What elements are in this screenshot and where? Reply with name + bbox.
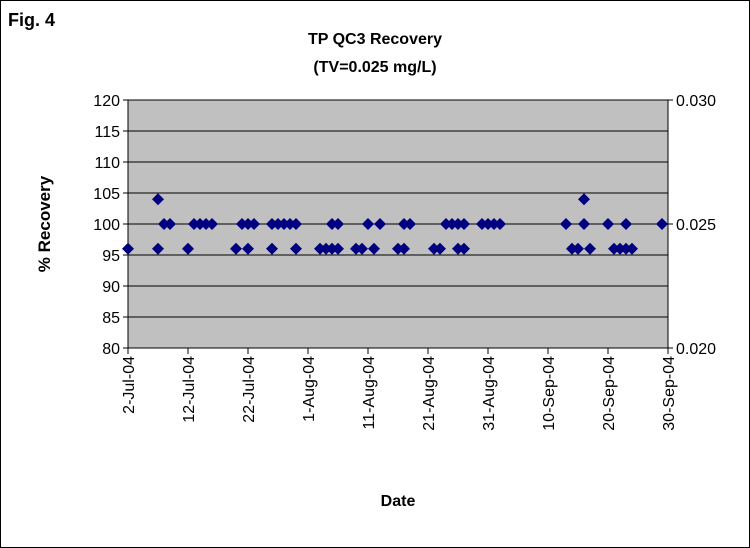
x-tick-label: 10-Sep-04 — [541, 356, 558, 431]
data-point — [182, 242, 194, 255]
data-point — [578, 193, 590, 206]
y-tick-label: 110 — [94, 155, 120, 172]
data-point — [620, 218, 632, 230]
y2-tick-label: 0.030 — [676, 93, 716, 110]
chart-subtitle: (TV=0.025 mg/L) — [313, 59, 436, 76]
data-point — [332, 218, 344, 230]
data-point — [332, 242, 344, 255]
y-tick-label: 115 — [94, 124, 120, 141]
data-point — [152, 193, 164, 206]
data-point — [458, 218, 470, 230]
y-tick-label: 120 — [93, 93, 120, 110]
data-point — [560, 218, 572, 230]
data-point — [266, 242, 278, 255]
y2-tick-label: 0.020 — [676, 341, 716, 358]
data-point — [230, 242, 242, 255]
data-point — [152, 242, 164, 255]
y-tick-label: 90 — [102, 279, 120, 296]
x-tick-label: 11-Aug-04 — [361, 356, 378, 430]
chart-title: TP QC3 Recovery — [308, 31, 442, 48]
data-point — [164, 218, 176, 230]
data-point — [122, 242, 134, 255]
x-tick-label: 2-Jul-04 — [121, 356, 138, 414]
x-tick-label: 1-Aug-04 — [301, 356, 318, 422]
data-point — [404, 218, 416, 230]
data-point — [362, 218, 374, 230]
data-point — [434, 242, 446, 255]
data-point — [578, 218, 590, 230]
data-point — [656, 218, 668, 230]
data-point — [602, 218, 614, 230]
data-point — [398, 242, 410, 255]
figure-label: Fig. 4 — [8, 10, 55, 30]
data-point — [572, 242, 584, 255]
data-point — [374, 218, 386, 230]
data-point — [290, 218, 302, 230]
data-point — [584, 242, 596, 255]
x-tick-label: 21-Aug-04 — [421, 356, 438, 431]
y-tick-label: 95 — [102, 248, 120, 265]
y-tick-label: 85 — [102, 310, 120, 327]
x-tick-label: 31-Aug-04 — [481, 356, 498, 431]
y2-tick-label: 0.025 — [676, 217, 716, 234]
y-tick-label: 80 — [102, 341, 120, 358]
x-tick-label: 30-Sep-04 — [661, 356, 678, 431]
data-point — [368, 242, 380, 255]
x-tick-label: 20-Sep-04 — [601, 356, 618, 431]
data-point — [494, 218, 506, 230]
y-axis-label: % Recovery — [35, 175, 54, 272]
x-axis-label: Date — [381, 493, 416, 510]
x-tick-label: 22-Jul-04 — [241, 356, 258, 423]
data-point — [248, 218, 260, 230]
y-tick-label: 100 — [93, 217, 120, 234]
data-point — [626, 242, 638, 255]
y-tick-label: 105 — [93, 186, 120, 203]
data-point — [206, 218, 218, 230]
data-point — [356, 242, 368, 255]
data-point — [242, 242, 254, 255]
data-point — [458, 242, 470, 255]
x-tick-label: 12-Jul-04 — [181, 356, 198, 423]
data-point — [290, 242, 302, 255]
